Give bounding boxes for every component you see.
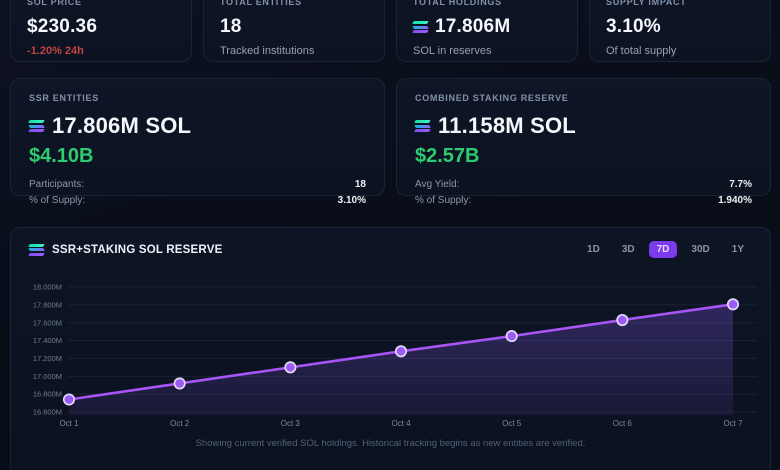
reserve-chart-card: SSR+STAKING SOL RESERVE 1D 3D 7D 30D 1Y … <box>10 227 771 470</box>
x-axis-tick: Oct 1 <box>59 419 79 428</box>
stat-row-supply-pct: % of Supply: 1.940% <box>415 195 752 206</box>
price-change-24h: -1.20% 24h <box>27 45 84 57</box>
stat-value: 3.10% <box>606 16 661 37</box>
range-button-1d[interactable]: 1D <box>587 244 600 255</box>
stat-label: TOTAL HOLDINGS <box>413 0 502 7</box>
stat-value: $230.36 <box>27 16 98 37</box>
x-axis-tick: Oct 3 <box>281 419 301 428</box>
usd-value: $4.10B <box>29 145 94 167</box>
solana-icon <box>28 243 45 256</box>
time-range-selector: 1D 3D 7D 30D 1Y <box>579 241 752 258</box>
solana-icon <box>414 120 431 132</box>
card-ssr-entities: SSR ENTITIES 17.806M SOL $4.10B Particip… <box>10 78 385 206</box>
y-axis-tick: 17.400M <box>33 336 62 345</box>
x-axis-tick: Oct 6 <box>613 419 633 428</box>
data-point-oct-3[interactable] <box>284 361 297 374</box>
stat-rows: Participants: 18 % of Supply: 3.10% <box>29 177 366 209</box>
chart-body: 16.600M 16.800M 17.000M 17.200M 17.400M 17.60… <box>11 266 770 437</box>
data-point-oct-7[interactable] <box>726 298 740 311</box>
detail-cards-row: SSR ENTITIES 17.806M SOL $4.10B Particip… <box>10 78 771 206</box>
card-label: SSR ENTITIES <box>29 93 99 103</box>
y-axis-tick: 16.600M <box>33 408 62 417</box>
stat-rows: Avg Yield: 7.7% % of Supply: 1.940% <box>415 177 752 209</box>
y-axis-tick: 17.200M <box>33 354 62 363</box>
stat-sub: Tracked institutions <box>220 45 315 57</box>
stat-card-supply-impact: SUPPLY IMPACT 3.10% Of total supply <box>589 0 771 62</box>
card-label: COMBINED STAKING RESERVE <box>415 93 569 103</box>
stats-row: SOL PRICE $230.36 -1.20% 24h TOTAL ENTIT… <box>10 0 771 62</box>
stat-sub: Of total supply <box>606 45 677 57</box>
chart-title: SSR+STAKING SOL RESERVE <box>28 243 222 256</box>
stat-label: TOTAL ENTITIES <box>220 0 302 7</box>
stat-sub: SOL in reserves <box>413 45 492 57</box>
stat-value: 17.806M <box>412 16 561 38</box>
y-axis-tick: 18.000M <box>33 283 62 292</box>
stat-card-total-entities: TOTAL ENTITIES 18 Tracked institutions <box>203 0 385 62</box>
stat-label: SUPPLY IMPACT <box>606 0 687 7</box>
y-axis-tick: 17.600M <box>33 318 62 327</box>
sol-amount: 11.158M SOL <box>414 113 752 139</box>
chart-area-fill <box>69 304 733 415</box>
stat-card-total-holdings: TOTAL HOLDINGS 17.806M SOL in reserves <box>396 0 578 62</box>
y-axis-tick: 17.000M <box>33 372 62 381</box>
x-axis-tick: Oct 4 <box>391 419 411 428</box>
y-axis-tick: 16.800M <box>33 390 62 399</box>
card-combined-staking-reserve: COMBINED STAKING RESERVE 11.158M SOL $2.… <box>396 78 771 206</box>
stat-card-sol-price: SOL PRICE $230.36 -1.20% 24h <box>10 0 192 62</box>
x-axis-tick: Oct 2 <box>170 419 190 428</box>
chart-footnote: Showing current verified SOL holdings. H… <box>195 438 586 449</box>
data-point-oct-5[interactable] <box>505 330 518 343</box>
stat-value: 18 <box>220 16 242 37</box>
x-axis-tick: Oct 7 <box>723 419 743 428</box>
usd-value: $2.57B <box>415 145 480 167</box>
stat-row-supply-pct: % of Supply: 3.10% <box>29 195 366 206</box>
data-point-oct-1[interactable] <box>62 393 76 406</box>
data-point-oct-2[interactable] <box>173 377 186 390</box>
data-point-oct-6[interactable] <box>616 313 629 327</box>
solana-icon <box>28 120 45 132</box>
stat-row-avg-yield: Avg Yield: 7.7% <box>415 179 752 190</box>
range-button-3d[interactable]: 3D <box>621 244 635 255</box>
range-button-1y[interactable]: 1Y <box>731 244 744 255</box>
solana-icon <box>412 21 429 33</box>
sol-amount: 17.806M SOL <box>28 113 366 139</box>
stat-row-participants: Participants: 18 <box>29 179 366 190</box>
chart-header: SSR+STAKING SOL RESERVE 1D 3D 7D 30D 1Y <box>11 228 770 266</box>
range-button-30d[interactable]: 30D <box>691 244 710 255</box>
stat-label: SOL PRICE <box>27 0 82 7</box>
reserve-line-chart: 16.600M 16.800M 17.000M 17.200M 17.400M 17.60… <box>33 283 757 428</box>
x-axis-tick: Oct 5 <box>502 419 522 428</box>
y-axis-tick: 17.800M <box>33 300 62 309</box>
data-point-oct-4[interactable] <box>394 345 408 358</box>
range-button-7d[interactable]: 7D <box>648 241 678 258</box>
